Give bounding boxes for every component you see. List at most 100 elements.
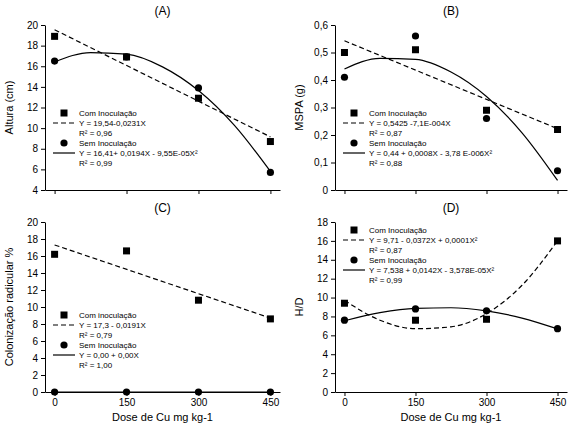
y-axis: 02468101214161820 [27, 217, 46, 398]
y-tick-label: 18 [27, 40, 39, 51]
y-tick-mark [331, 335, 335, 336]
legend-label: Sem Inoculação [79, 139, 137, 148]
legend-equation: Y = 7,538 + 0,0142X - 3,578E-05X² [369, 266, 495, 275]
data-point [195, 84, 202, 91]
panel: 015030045002468101214161820(C)Colonizaçã… [3, 201, 281, 423]
y-axis-title: Colonização radicular % [3, 247, 15, 366]
y-axis-line [335, 223, 336, 393]
y-tick-mark [41, 190, 45, 191]
y-tick-mark [331, 163, 335, 164]
y-axis-title: H/D [293, 297, 305, 316]
x-tick-label: 0 [52, 397, 58, 408]
x-axis [46, 190, 281, 194]
trend-line [55, 53, 271, 172]
y-tick-label: 12 [317, 273, 329, 284]
data-point [483, 316, 490, 323]
y-tick-mark [41, 290, 45, 291]
y-tick: 18 [27, 40, 45, 51]
y-tick-label: 6 [32, 336, 38, 347]
y-tick: 0,6 [314, 20, 335, 31]
legend-r2: R² = 0,96 [79, 129, 113, 138]
y-tick: 4 [32, 185, 45, 196]
y-tick-mark [41, 358, 45, 359]
data-point [51, 388, 58, 395]
legend-label: Sem Inoculação [369, 256, 427, 265]
panel-title: (B) [443, 4, 459, 18]
y-tick-mark [41, 128, 45, 129]
y-tick: 4 [322, 349, 335, 360]
panel: 00,10,20,30,40,50,6(B)MSPA (g)Com Inocul… [293, 4, 568, 196]
y-tick: 0,2 [314, 130, 335, 141]
y-tick-mark [41, 273, 45, 274]
legend-marker [351, 227, 358, 234]
y-tick-mark [41, 307, 45, 308]
panel-title: (C) [154, 201, 171, 215]
data-point [341, 317, 348, 324]
legend-r2: R² = 0,99 [79, 159, 113, 168]
y-tick-label: 4 [32, 353, 38, 364]
y-tick: 16 [27, 61, 45, 72]
y-tick-mark [41, 341, 45, 342]
legend-marker [60, 139, 67, 146]
y-tick-mark [331, 108, 335, 109]
y-tick-label: 8 [322, 311, 328, 322]
y-tick: 2 [32, 370, 45, 381]
x-axis: 0150300450 [336, 392, 568, 408]
legend-marker [60, 341, 67, 348]
y-tick: 6 [32, 164, 45, 175]
x-axis-line [46, 190, 281, 191]
y-tick-label: 16 [317, 236, 329, 247]
data-point [123, 53, 130, 60]
data-point [483, 115, 490, 122]
y-tick-label: 16 [27, 251, 39, 262]
x-tick [198, 190, 199, 194]
data-point [412, 305, 419, 312]
data-point [412, 317, 419, 324]
data-point [123, 247, 130, 254]
x-axis-title: Dose de Cu mg kg-1 [401, 411, 502, 423]
data-point [554, 325, 561, 332]
y-tick-label: 0,1 [314, 157, 328, 168]
y-tick-mark [331, 222, 335, 223]
y-tick: 18 [27, 234, 45, 245]
x-tick-mark [344, 392, 345, 396]
x-tick-label: 300 [191, 397, 208, 408]
y-tick-label: 10 [27, 123, 39, 134]
legend-equation: Y = 16,41+ 0,0194X - 9,55E-05X² [79, 149, 198, 158]
y-tick: 10 [27, 302, 45, 313]
y-tick: 8 [32, 143, 45, 154]
legend-label: Com Inoculação [369, 109, 427, 118]
data-point [123, 388, 130, 395]
data-point [267, 388, 274, 395]
legend-equation: Y = 9,71 - 0,0372X + 0,0001X² [369, 236, 478, 245]
trend-line [55, 30, 271, 137]
y-tick-label: 0 [322, 185, 328, 196]
y-tick-mark [331, 53, 335, 54]
trend-line [344, 308, 557, 329]
y-tick: 4 [32, 353, 45, 364]
y-tick: 20 [27, 217, 45, 228]
y-tick-label: 10 [27, 302, 39, 313]
y-tick-label: 14 [27, 82, 39, 93]
x-tick-label: 450 [550, 397, 567, 408]
y-tick-label: 0 [322, 387, 328, 398]
x-axis-line [336, 190, 568, 191]
y-tick-label: 18 [317, 217, 329, 228]
x-tick-label: 0 [342, 397, 348, 408]
data-point [341, 74, 348, 81]
x-tick-mark [198, 190, 199, 194]
data-point [195, 388, 202, 395]
y-tick-label: 2 [322, 368, 328, 379]
x-tick-mark [415, 190, 416, 194]
y-tick-mark [41, 25, 45, 26]
y-tick-label: 8 [32, 319, 38, 330]
plot-area [341, 32, 561, 180]
y-tick-label: 4 [32, 185, 38, 196]
y-tick: 6 [322, 330, 335, 341]
y-tick: 8 [322, 311, 335, 322]
y-tick-label: 4 [322, 349, 328, 360]
y-tick-label: 0,3 [314, 102, 328, 113]
legend-equation: Y = 0,00 + 0,00X [79, 351, 140, 360]
legend-r2: R² = 0,87 [369, 246, 403, 255]
x-axis-title: Dose de Cu mg kg-1 [112, 411, 213, 423]
